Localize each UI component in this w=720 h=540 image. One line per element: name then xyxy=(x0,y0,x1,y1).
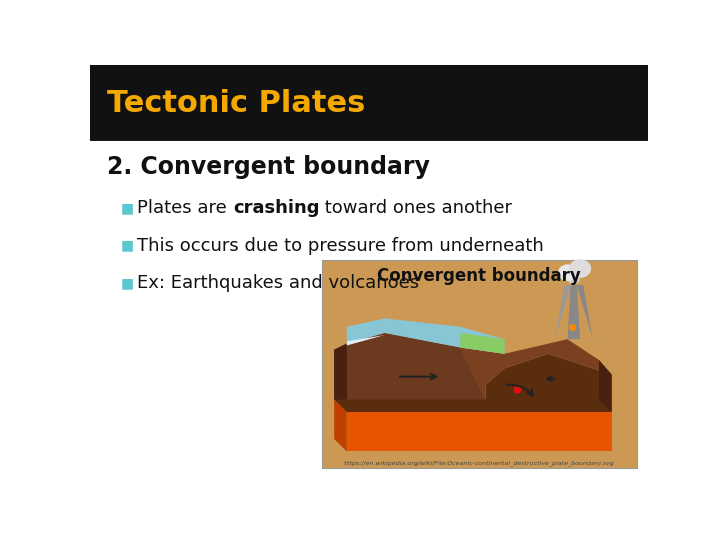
Ellipse shape xyxy=(567,274,580,284)
Polygon shape xyxy=(577,285,593,339)
Polygon shape xyxy=(347,335,384,346)
Bar xyxy=(322,260,636,468)
Polygon shape xyxy=(347,412,611,451)
Text: ■: ■ xyxy=(121,201,134,215)
Polygon shape xyxy=(599,360,611,412)
Bar xyxy=(90,65,648,141)
Text: https://en.wikipedia.org/wiki/File:Oceanic-continental_destructive_plate_boundar: https://en.wikipedia.org/wiki/File:Ocean… xyxy=(344,460,615,465)
Polygon shape xyxy=(334,400,347,451)
Polygon shape xyxy=(567,285,580,339)
Polygon shape xyxy=(334,343,347,400)
Text: 2. Convergent boundary: 2. Convergent boundary xyxy=(107,154,430,179)
Polygon shape xyxy=(460,339,611,400)
Polygon shape xyxy=(334,333,517,412)
Text: Tectonic Plates: Tectonic Plates xyxy=(107,89,365,118)
Polygon shape xyxy=(555,285,571,339)
Text: ■: ■ xyxy=(121,239,134,253)
Ellipse shape xyxy=(569,259,591,278)
Text: ■: ■ xyxy=(121,276,134,290)
Text: Convergent boundary: Convergent boundary xyxy=(377,267,581,285)
Polygon shape xyxy=(334,400,611,412)
Polygon shape xyxy=(485,354,611,412)
Polygon shape xyxy=(347,333,485,400)
Text: This occurs due to pressure from underneath: This occurs due to pressure from underne… xyxy=(138,237,544,255)
Ellipse shape xyxy=(558,265,577,281)
Polygon shape xyxy=(460,333,505,354)
Polygon shape xyxy=(347,319,505,354)
Text: crashing: crashing xyxy=(233,199,320,217)
Text: Plates are: Plates are xyxy=(138,199,233,217)
Text: toward ones another: toward ones another xyxy=(320,199,513,217)
Text: Ex: Earthquakes and volcanoes: Ex: Earthquakes and volcanoes xyxy=(138,274,420,292)
